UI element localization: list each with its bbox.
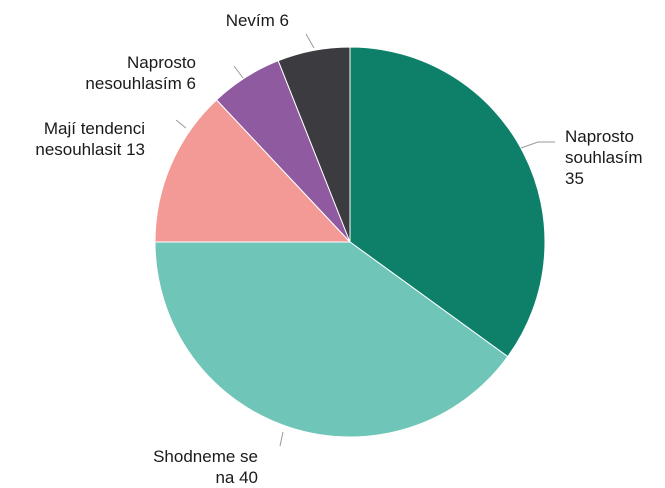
pie-slice-3 (154, 99, 352, 243)
slice-label-line: 35 (565, 169, 584, 188)
slice-label-4: Naprosto nesouhlasím 6 (85, 53, 196, 93)
slice-label-line: nesouhlasit 13 (35, 140, 145, 159)
leader-line-5 (305, 33, 315, 49)
slice-label-line: Nevím 6 (226, 11, 289, 30)
slice-label-line: Mají tendenci (44, 119, 145, 138)
slice-label-1: Naprosto souhlasím 35 (565, 127, 642, 188)
pie-slice-5 (277, 46, 351, 243)
slice-label-line: souhlasím (565, 148, 642, 167)
slice-label-line: Shodneme se (153, 447, 258, 466)
leader-line-1 (520, 141, 555, 149)
slice-label-line: Naprosto (565, 127, 634, 146)
leader-line-2 (279, 431, 284, 447)
slice-label-line: nesouhlasím 6 (85, 74, 196, 93)
pie-slice-2 (154, 241, 509, 438)
pie-slice-1 (349, 46, 546, 358)
slice-label-2: Shodneme se na 40 (153, 447, 258, 487)
slice-label-3: Mají tendenci nesouhlasit 13 (35, 119, 145, 159)
slice-label-line: Naprosto (127, 53, 196, 72)
leader-line-3 (175, 119, 187, 129)
slice-label-5: Nevím 6 (226, 11, 289, 30)
slice-label-line: na 40 (215, 468, 258, 487)
leader-line-4 (233, 65, 244, 79)
